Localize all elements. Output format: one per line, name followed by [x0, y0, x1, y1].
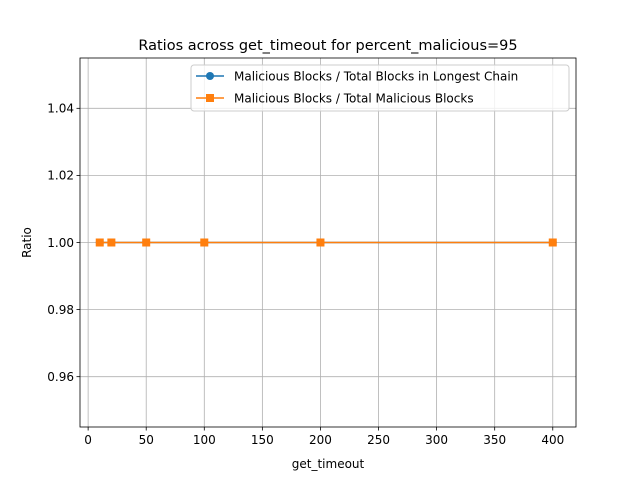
- y-tick-label: 1.04: [47, 102, 74, 116]
- x-tick-label: 400: [541, 433, 564, 447]
- y-tick-label: 0.98: [47, 303, 74, 317]
- legend: Malicious Blocks / Total Blocks in Longe…: [190, 64, 570, 112]
- x-tick-label: 200: [309, 433, 332, 447]
- legend-marker-2: [206, 94, 214, 102]
- x-tick-label: 100: [193, 433, 216, 447]
- x-tick-label: 350: [483, 433, 506, 447]
- data-point-series-2: [548, 238, 557, 247]
- series-layer: [95, 238, 557, 247]
- data-point-series-2: [142, 238, 151, 247]
- data-point-series-2: [107, 238, 116, 247]
- x-tick-label: 150: [251, 433, 274, 447]
- y-axis-label: Ratio: [20, 227, 34, 258]
- y-tick-label: 1.00: [47, 236, 74, 250]
- legend-box: [190, 64, 570, 112]
- x-tick-label: 300: [425, 433, 448, 447]
- x-tick-label: 250: [367, 433, 390, 447]
- ticks: 0 50 100 150 200 250 300 350 400 0.96 0.98 1.00 1.02…: [47, 102, 564, 447]
- y-tick-label: 0.96: [47, 370, 74, 384]
- legend-label-1: Malicious Blocks / Total Blocks in Longe…: [234, 69, 518, 83]
- y-tick-label: 1.02: [47, 169, 74, 183]
- x-axis-label: get_timeout: [292, 457, 365, 471]
- data-point-series-2: [200, 238, 209, 247]
- x-tick-label: 0: [84, 433, 92, 447]
- data-point-series-2: [316, 238, 325, 247]
- chart-title: Ratios across get_timeout for percent_ma…: [138, 38, 517, 54]
- legend-label-2: Malicious Blocks / Total Malicious Block…: [234, 91, 474, 105]
- data-point-series-2: [95, 238, 104, 247]
- x-tick-label: 50: [139, 433, 154, 447]
- legend-marker-1: [206, 72, 214, 80]
